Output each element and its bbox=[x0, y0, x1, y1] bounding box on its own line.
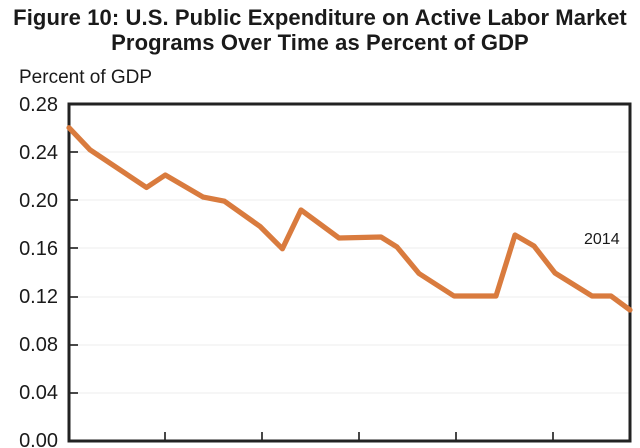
svg-text:0.28: 0.28 bbox=[19, 94, 58, 116]
svg-text:0.24: 0.24 bbox=[19, 142, 58, 164]
svg-text:0.00: 0.00 bbox=[19, 430, 58, 448]
svg-text:0.04: 0.04 bbox=[19, 382, 58, 404]
svg-text:0.08: 0.08 bbox=[19, 334, 58, 356]
svg-text:2014: 2014 bbox=[584, 231, 620, 248]
svg-text:0.12: 0.12 bbox=[19, 286, 58, 308]
svg-text:0.20: 0.20 bbox=[19, 190, 58, 212]
svg-text:0.16: 0.16 bbox=[19, 238, 58, 260]
